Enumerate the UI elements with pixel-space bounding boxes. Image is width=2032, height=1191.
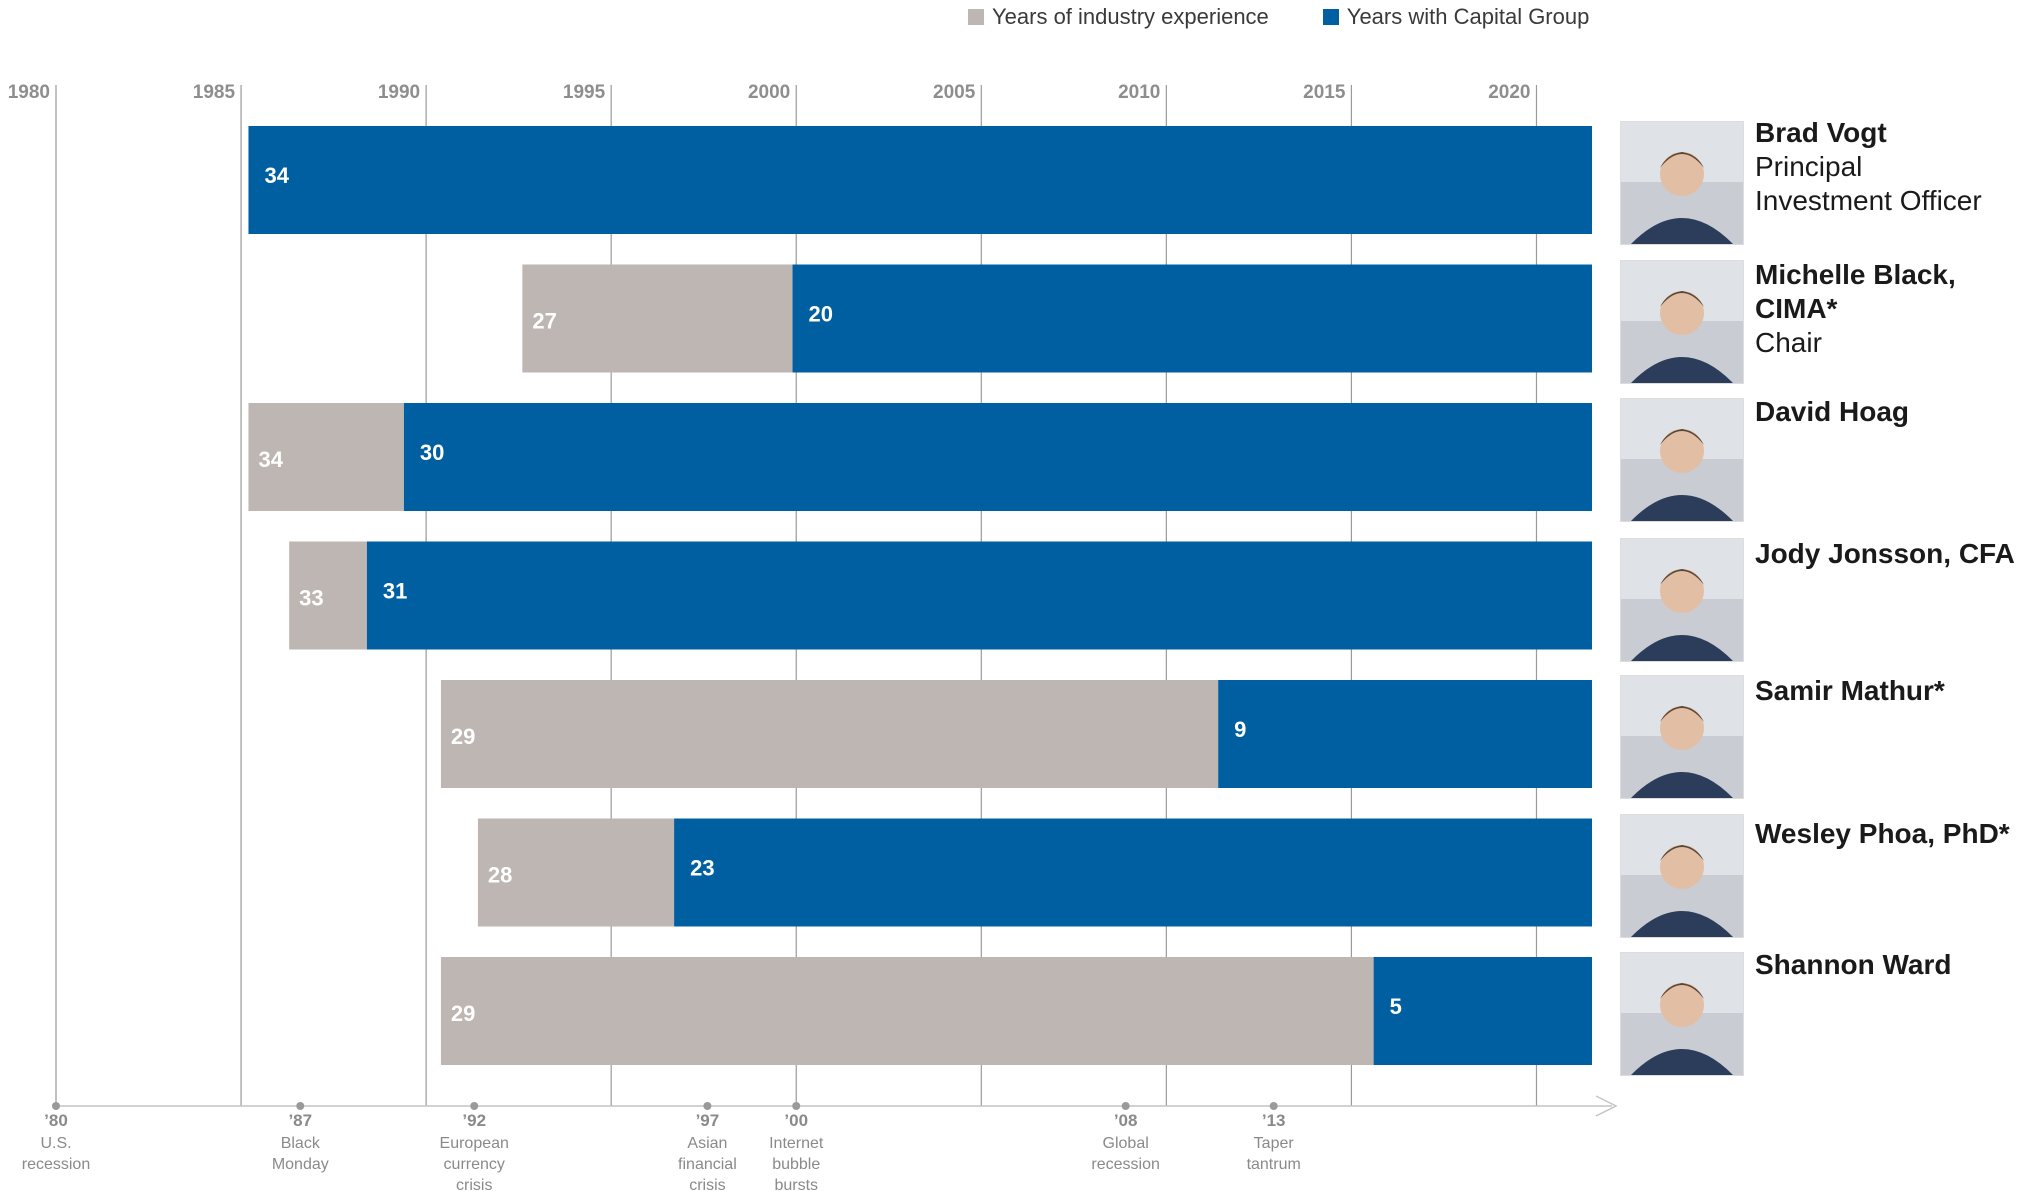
portrait-photo [1620,260,1744,384]
bar-industry-experience [440,680,1219,788]
person-info: Brad Vogt Principal Investment Officer [1755,116,1982,218]
event-description-line: U.S. [40,1135,71,1152]
person-info: Michelle Black, CIMA* Chair [1755,258,2032,360]
portrait-photo [1620,538,1744,662]
x-tick-label: 1980 [8,82,50,103]
event-year-label: ’92 [462,1111,486,1130]
person-info: Shannon Ward [1755,948,1952,982]
x-tick-label: 2000 [748,82,790,103]
person-name: Wesley Phoa, PhD* [1755,818,2010,849]
event-marker [296,1102,305,1110]
portrait-photo [1620,814,1744,938]
event-year-label: ’08 [1114,1111,1138,1130]
bar-label-industry-years: 34 [258,447,283,472]
event-description-line: bubble [772,1156,820,1173]
portrait-photo [1620,121,1744,245]
bar-label-capital-years: 34 [264,163,289,188]
person-title: Chair [1755,327,1822,358]
portrait-photo [1620,398,1744,522]
event-description-line: Taper [1254,1135,1295,1152]
legend-label-capital: Years with Capital Group [1346,4,1590,29]
bar-label-capital-years: 9 [1234,717,1246,742]
bar-label-industry-years: 27 [532,309,556,334]
person-info: Wesley Phoa, PhD* [1755,817,2010,851]
event-description-line: financial [678,1156,737,1173]
event-year-label: ’00 [784,1111,808,1130]
bar-capital-group [403,403,1593,511]
bar-industry-experience [289,541,367,650]
bar-label-capital-years: 31 [383,579,407,604]
bar-industry-experience [522,264,793,373]
event-description-line: European [440,1135,509,1152]
event-description-line: Asian [687,1135,727,1152]
legend-item-capital: Years with Capital Group [1322,4,1590,30]
bar-label-capital-years: 23 [690,856,714,881]
x-tick-label: 2015 [1303,82,1346,103]
x-tick-label: 2020 [1488,82,1530,103]
bar-label-industry-years: 33 [299,586,323,611]
bar-capital-group [248,126,1592,234]
person-name: Samir Mathur* [1755,675,1945,706]
person-name: Shannon Ward [1755,949,1952,980]
bar-label-industry-years: 29 [451,1001,475,1026]
event-description-line: Black [281,1135,321,1152]
bar-industry-experience [440,957,1374,1065]
x-tick-label: 2005 [933,82,976,103]
event-description-line: Internet [769,1135,824,1152]
event-description-line: tantrum [1247,1156,1301,1173]
bar-capital-group [674,818,1592,927]
event-year-label: ’87 [288,1111,312,1130]
portrait-photo [1620,952,1744,1076]
x-tick-label: 2010 [1118,82,1160,103]
person-title: Investment Officer [1755,185,1982,216]
x-tick-label: 1990 [378,82,420,103]
event-marker [470,1102,479,1110]
event-marker [792,1102,801,1110]
person-name: Brad Vogt [1755,117,1887,148]
timeline-arrow-icon [1595,1095,1618,1117]
event-year-label: ’97 [696,1111,720,1130]
event-description-line: recession [22,1156,90,1173]
legend-swatch-capital [1322,9,1339,25]
person-name: Michelle Black, CIMA* [1755,259,1956,324]
bar-label-capital-years: 30 [420,440,444,465]
bar-industry-experience [248,403,404,511]
legend: Years of industry experience Years with … [968,4,1643,30]
event-marker [703,1102,712,1110]
bar-capital-group [1373,957,1592,1065]
event-marker [1269,1102,1278,1110]
event-description-line: bursts [774,1177,818,1191]
bar-capital-group [1218,680,1592,788]
bar-industry-experience [477,818,675,927]
event-year-label: ’80 [44,1111,68,1130]
bar-capital-group [792,264,1592,373]
event-marker [1121,1102,1130,1110]
person-title: Principal [1755,151,1863,182]
bar-label-capital-years: 20 [809,302,833,327]
event-year-label: ’13 [1262,1111,1286,1130]
legend-item-industry: Years of industry experience [968,4,1269,30]
legend-label-industry: Years of industry experience [992,4,1269,29]
event-description-line: currency [444,1156,505,1173]
person-name: David Hoag [1755,396,1910,427]
event-description-line: Monday [272,1156,329,1173]
event-description-line: recession [1091,1156,1159,1173]
portrait-photo [1620,675,1744,799]
x-tick-label: 1995 [563,82,606,103]
event-description-line: crisis [689,1177,725,1191]
x-tick-label: 1985 [193,82,236,103]
person-info: Jody Jonsson, CFA [1755,537,2015,571]
bar-label-capital-years: 5 [1390,994,1402,1019]
person-info: David Hoag [1755,395,1909,429]
event-marker [52,1102,60,1110]
event-description-line: Global [1103,1135,1149,1152]
person-info: Samir Mathur* [1755,674,1945,708]
bar-capital-group [366,541,1592,650]
person-name: Jody Jonsson, CFA [1755,538,2015,569]
bar-label-industry-years: 28 [488,863,512,888]
bar-label-industry-years: 29 [451,724,475,749]
legend-swatch-industry [968,9,984,25]
event-description-line: crisis [456,1177,492,1191]
